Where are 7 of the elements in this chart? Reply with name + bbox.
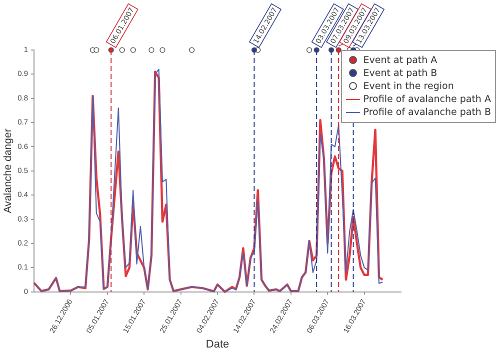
y-axis-title: Avalanche danger xyxy=(2,128,14,214)
x-axis-title: Date xyxy=(206,338,230,350)
legend-label: Event in the region xyxy=(363,80,454,93)
legend-label: Profile of avalanche path B xyxy=(363,106,491,119)
legend-label: Profile of avalanche path A xyxy=(363,93,491,106)
legend-label: Event at path B xyxy=(363,67,438,80)
legend-label: Event at path A xyxy=(363,54,438,67)
